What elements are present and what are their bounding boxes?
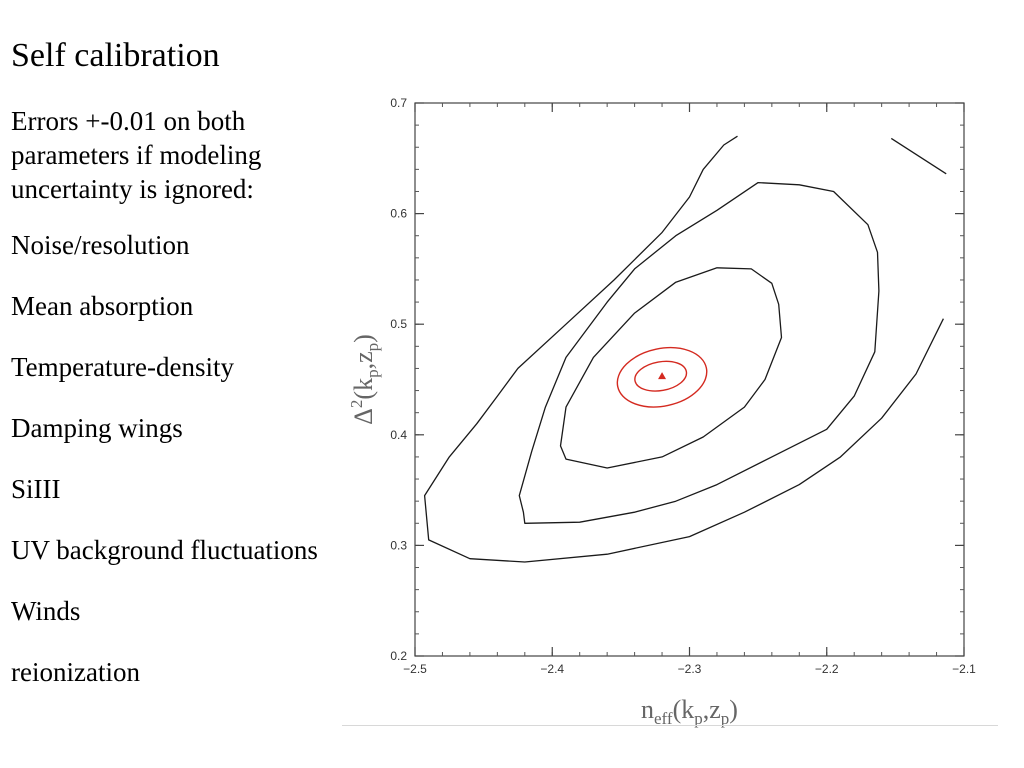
list-item: Winds [11, 596, 81, 626]
y-axis-label: Δ2(kp,zp) [347, 334, 382, 425]
contour-line-2 [423, 135, 944, 563]
list-item: UV background fluctuations [11, 535, 318, 565]
divider [342, 725, 998, 726]
x-tick-label: −2.3 [678, 662, 702, 676]
plot-frame [414, 102, 965, 657]
contour-line-3 [890, 137, 947, 175]
contour-line-4 [634, 360, 688, 392]
x-tick-label: −2.1 [952, 662, 976, 676]
best-fit-triangle-marker [658, 372, 667, 380]
y-tick-label: 0.2 [390, 649, 407, 663]
slide-title: Self calibration [11, 37, 220, 74]
y-tick-label: 0.3 [390, 538, 407, 552]
list-item: Mean absorption [11, 291, 194, 321]
y-tick-label: 0.6 [390, 207, 407, 221]
y-tick-label: 0.7 [390, 96, 407, 110]
list-item: Noise/resolution [11, 230, 190, 260]
list-item: Damping wings [11, 413, 183, 443]
x-tick-label: −2.5 [403, 662, 427, 676]
contour-plot: −2.5 −2.4 −2.3 −2.2 −2.1 0.2 0.3 0.4 0.5 0.6 0.7 ne… [347, 96, 976, 728]
y-tick-label: 0.4 [390, 428, 407, 442]
intro-text: Errors +-0.01 on both parameters if mode… [11, 106, 262, 204]
bullet-list: Errors +-0.01 on both parameters if mode… [11, 104, 341, 716]
list-item: SiIII [11, 474, 61, 504]
contour-line-0 [559, 267, 783, 469]
x-tick-label: −2.4 [540, 662, 564, 676]
contour-line-5 [616, 346, 708, 408]
x-axis-label: neff(kp,zp) [641, 695, 738, 728]
list-item: Temperature-density [11, 352, 235, 382]
y-tick-label: 0.5 [390, 317, 407, 331]
contour-line-1 [518, 181, 880, 524]
x-tick-label: −2.2 [815, 662, 839, 676]
list-item: reionization [11, 657, 140, 687]
